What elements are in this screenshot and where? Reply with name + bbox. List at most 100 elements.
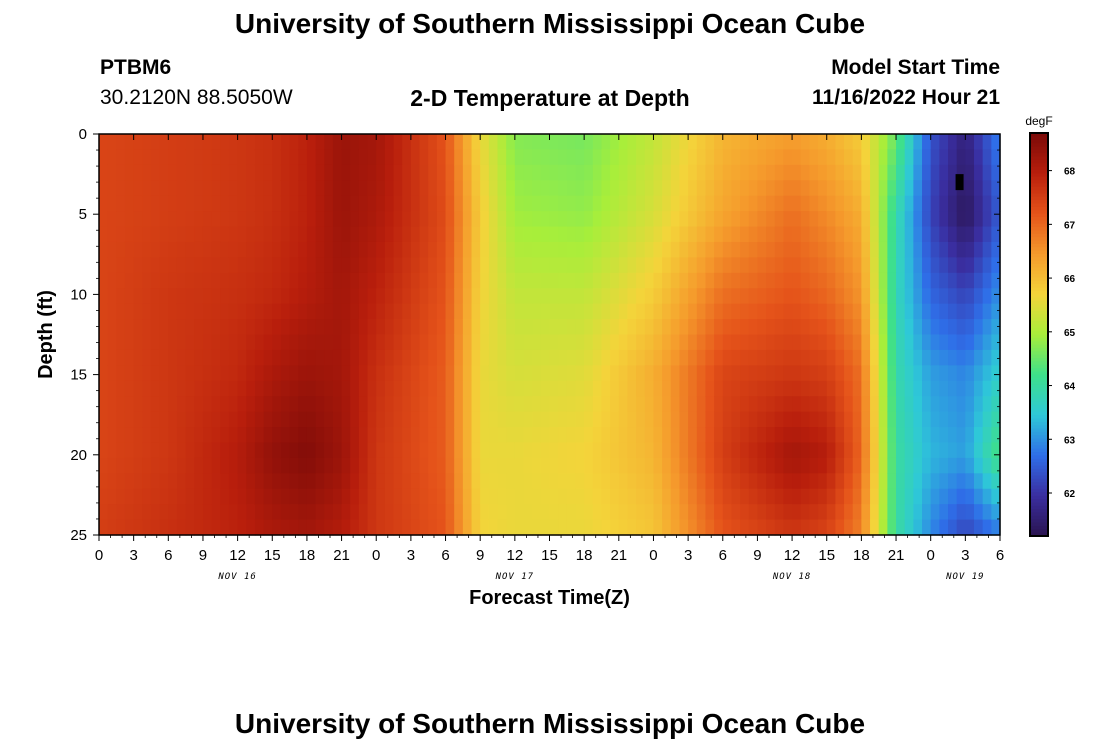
heatmap-cell (566, 303, 577, 320)
heatmap-cell (714, 134, 724, 151)
heatmap-cell (237, 226, 247, 243)
heatmap-cell (601, 488, 611, 505)
heatmap-cell (818, 164, 828, 181)
heatmap-cell (220, 365, 230, 382)
heatmap-cell (835, 396, 845, 413)
heatmap-cell (696, 519, 707, 536)
heatmap-cell (636, 303, 646, 320)
colorbar-step (1030, 475, 1048, 480)
heatmap-cell (99, 241, 109, 258)
heatmap-cell (133, 272, 143, 289)
heatmap-cell (185, 473, 195, 490)
heatmap-cell (766, 380, 776, 397)
heatmap-cell (280, 319, 291, 336)
heatmap-cell (982, 442, 992, 459)
colorbar-step (1030, 334, 1048, 339)
heatmap-cell (844, 303, 854, 320)
heatmap-cell (185, 442, 195, 459)
heatmap-cell (194, 457, 204, 474)
heatmap-cell (358, 303, 369, 320)
heatmap-cell (766, 257, 776, 274)
heatmap-cell (289, 457, 299, 474)
heatmap-cell (506, 349, 516, 366)
heatmap-cell (168, 226, 178, 243)
heatmap-cell (731, 272, 741, 289)
heatmap-cell (766, 164, 776, 181)
heatmap-cell (462, 442, 473, 459)
heatmap-cell (532, 442, 542, 459)
heatmap-cell (566, 272, 577, 289)
heatmap-cell (930, 488, 940, 505)
heatmap-cell (774, 380, 785, 397)
heatmap-cell (896, 180, 906, 197)
x-tick-label: 21 (888, 547, 905, 564)
heatmap-cell (150, 504, 161, 521)
heatmap-cell (800, 319, 810, 336)
heatmap-cell (982, 180, 992, 197)
heatmap-cell (523, 272, 533, 289)
heatmap-cell (887, 241, 897, 258)
heatmap-cell (142, 365, 152, 382)
heatmap-cell (653, 519, 663, 536)
heatmap-cell (679, 488, 689, 505)
heatmap-cell (428, 488, 438, 505)
heatmap-cell (904, 488, 914, 505)
heatmap-cell (939, 365, 949, 382)
heatmap-cell (280, 457, 291, 474)
heatmap-cell (350, 149, 360, 166)
heatmap-cell (922, 488, 932, 505)
heatmap-cell (99, 427, 109, 444)
heatmap-cell (766, 272, 776, 289)
heatmap-cell (367, 349, 377, 366)
heatmap-cell (280, 241, 291, 258)
heatmap-cell (722, 180, 733, 197)
heatmap-cell (948, 396, 958, 413)
heatmap-cell (922, 211, 932, 228)
heatmap-cell (419, 241, 429, 258)
heatmap-cell (471, 504, 481, 521)
heatmap-cell (384, 226, 395, 243)
heatmap-cell (332, 380, 343, 397)
heatmap-cell (341, 411, 351, 428)
heatmap-cell (506, 164, 516, 181)
colorbar-step (1030, 425, 1048, 430)
heatmap-cell (835, 241, 845, 258)
heatmap-cell (982, 195, 992, 212)
heatmap-cell (480, 411, 490, 428)
heatmap-cell (280, 195, 291, 212)
heatmap-cell (393, 211, 403, 228)
heatmap-cell (280, 365, 291, 382)
heatmap-cell (523, 241, 533, 258)
heatmap-cell (246, 334, 256, 351)
heatmap-cell (670, 319, 681, 336)
heatmap-cell (133, 473, 143, 490)
heatmap-cell (176, 396, 187, 413)
heatmap-cell (332, 334, 343, 351)
heatmap-cell (332, 226, 343, 243)
heatmap-cell (662, 226, 672, 243)
heatmap-cell (272, 411, 282, 428)
heatmap-cell (454, 226, 464, 243)
heatmap-cell (107, 380, 117, 397)
heatmap-cell (254, 164, 265, 181)
x-tick-label: 3 (407, 547, 415, 564)
heatmap-cell (428, 226, 438, 243)
heatmap-cell (185, 427, 195, 444)
heatmap-cell (263, 396, 273, 413)
heatmap-cell (930, 334, 940, 351)
heatmap-cell (861, 272, 871, 289)
heatmap-cell (376, 519, 386, 536)
heatmap-cell (185, 226, 195, 243)
heatmap-cell (965, 473, 975, 490)
heatmap-cell (601, 349, 611, 366)
heatmap-cell (870, 473, 880, 490)
heatmap-cell (792, 488, 802, 505)
heatmap-cell (948, 134, 958, 151)
heatmap-cell (471, 365, 481, 382)
heatmap-cell (861, 164, 871, 181)
heatmap-cell (705, 211, 715, 228)
heatmap-cell (142, 288, 152, 305)
heatmap-cell (722, 272, 733, 289)
heatmap-cell (142, 195, 152, 212)
heatmap-cell (332, 257, 343, 274)
